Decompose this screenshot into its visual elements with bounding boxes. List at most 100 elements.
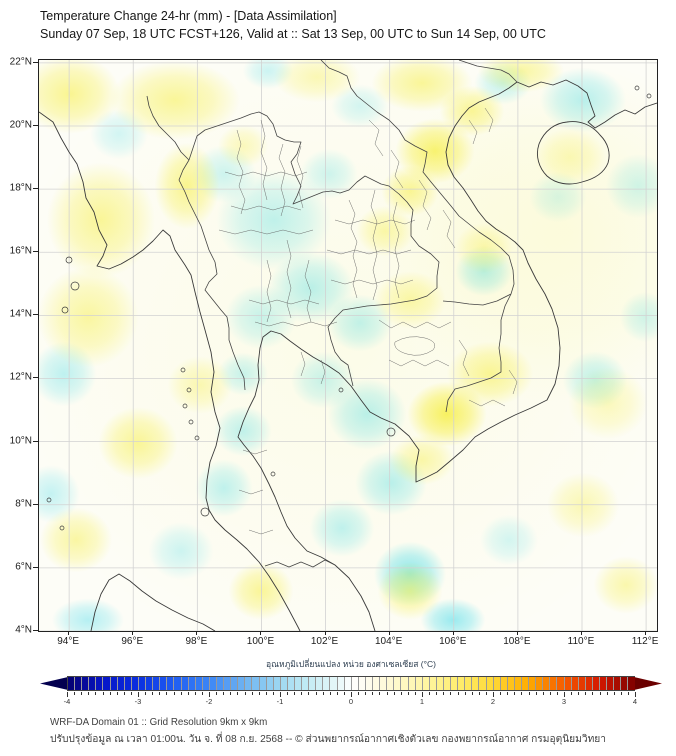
colorbar-cell: [550, 677, 558, 690]
colorbar-cell: [96, 677, 104, 690]
colorbar-cell: [522, 677, 530, 690]
province-border: [330, 279, 414, 285]
colorbar-tick: [379, 692, 381, 695]
colorbar-tick: [244, 692, 246, 695]
x-axis-tick-label: 106°E: [439, 636, 467, 647]
colorbar-cell: [124, 677, 132, 690]
colorbar-tick: [500, 692, 502, 695]
y-axis-tick: [33, 61, 38, 63]
x-axis-tick: [452, 631, 454, 635]
colorbar-tick: [258, 692, 260, 695]
country-border: [458, 60, 518, 83]
colorbar-tick: [372, 692, 374, 695]
colorbar-tick: [528, 692, 530, 695]
colorbar-cell: [75, 677, 83, 690]
colorbar-tick: [635, 692, 636, 697]
province-border: [242, 449, 268, 455]
x-axis-tick-label: 98°E: [185, 636, 208, 647]
colorbar-tick: [542, 692, 544, 695]
province-border: [320, 359, 326, 385]
colorbar-tick: [109, 692, 111, 695]
y-axis-tick-label: 20°N: [9, 119, 32, 131]
colorbar-tick: [613, 692, 615, 695]
footer-agency-info: ปรับปรุงข้อมูล ณ เวลา 01:00น. วัน จ. ที่…: [50, 734, 606, 745]
island: [634, 85, 640, 91]
colorbar-tick: [209, 692, 210, 697]
coastline: [237, 81, 561, 631]
province-border: [370, 189, 378, 301]
colorbar-cell: [458, 677, 466, 690]
colorbar-tick: [265, 692, 267, 695]
colorbar-tick: [81, 692, 83, 695]
colorbar-tick: [230, 692, 232, 695]
coastline: [536, 121, 610, 185]
colorbar-tick: [223, 692, 225, 695]
coastline: [39, 111, 301, 631]
province-border: [254, 321, 338, 327]
island: [270, 471, 276, 477]
x-axis-tick-label: 104°E: [374, 636, 403, 647]
colorbar-tick: [216, 692, 218, 695]
colorbar-cell: [351, 677, 359, 690]
colorbar-cell: [451, 677, 459, 690]
colorbar-extend-low-arrow: [40, 677, 67, 690]
province-border: [296, 145, 304, 209]
colorbar-tick: [514, 692, 516, 695]
colorbar-tick: [429, 692, 431, 695]
y-axis-tick: [33, 314, 38, 316]
colorbar-tick: [386, 692, 388, 695]
page-subtitle: Sunday 07 Sep, 18 UTC FCST+126, Valid at…: [40, 27, 546, 41]
colorbar-tick: [95, 692, 97, 695]
colorbar-cell: [415, 677, 423, 690]
colorbar-tick: [315, 692, 317, 695]
country-border: [188, 111, 440, 387]
province-border: [304, 259, 312, 323]
country-border: [320, 60, 515, 413]
colorbar-cell: [507, 677, 515, 690]
colorbar-tick: [485, 692, 487, 695]
colorbar-cell: [422, 677, 430, 690]
colorbar-cell: [429, 677, 437, 690]
colorbar-cell: [273, 677, 281, 690]
y-axis-tick-label: 8°N: [15, 498, 32, 510]
colorbar-tick: [493, 692, 494, 697]
x-axis-tick-label: 94°E: [57, 636, 80, 647]
colorbar-cell: [465, 677, 473, 690]
province-border: [368, 119, 384, 157]
island: [186, 387, 192, 393]
colorbar-cell: [578, 677, 586, 690]
coastline: [90, 573, 216, 631]
country-border: [442, 293, 512, 306]
colorbar-cell: [380, 677, 388, 690]
y-axis-tick: [33, 566, 38, 568]
island: [338, 387, 344, 393]
colorbar-tick: [130, 692, 132, 695]
colorbar-cell: [600, 677, 608, 690]
colorbar-tick: [116, 692, 118, 695]
x-axis-tick-label: 108°E: [503, 636, 531, 647]
x-axis-tick: [516, 631, 518, 635]
colorbar-cell: [479, 677, 487, 690]
colorbar-tick: [358, 692, 360, 695]
colorbar-tick: [343, 692, 345, 695]
province-border: [468, 119, 478, 145]
colorbar-tick: [606, 692, 608, 695]
island: [65, 256, 73, 264]
colorbar-tick: [301, 692, 303, 695]
y-axis-tick-label: 22°N: [9, 56, 32, 68]
colorbar-tick: [308, 692, 310, 695]
colorbar-tick: [443, 692, 445, 695]
colorbar-tick: [407, 692, 409, 695]
page-title: Temperature Change 24-hr (mm) - [Data As…: [40, 9, 337, 23]
colorbar-cell: [628, 677, 635, 690]
island: [646, 93, 652, 99]
x-axis-tick: [645, 631, 647, 635]
x-axis-tick: [196, 631, 198, 635]
province-border: [248, 529, 274, 535]
province-border: [238, 489, 264, 495]
colorbar-cell: [543, 677, 551, 690]
colorbar-tick: [102, 692, 104, 695]
x-axis-tick: [580, 631, 582, 635]
colorbar-tick: [294, 692, 296, 695]
colorbar-tick-label: 4: [632, 697, 638, 706]
